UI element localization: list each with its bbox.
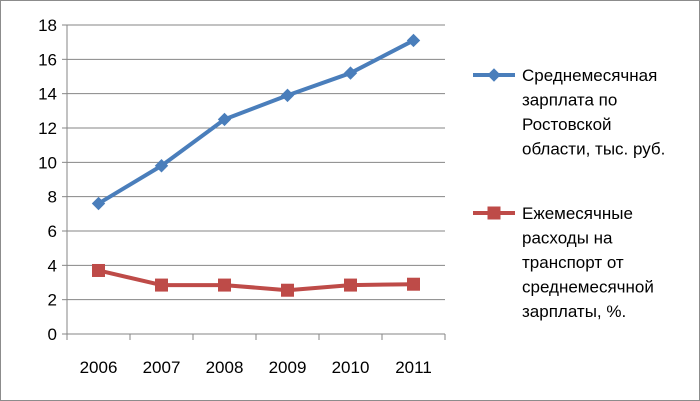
y-axis-tick-labels: 0 2 4 6 8 10 12 14 16 18 xyxy=(38,16,57,344)
data-point xyxy=(344,278,357,292)
data-point xyxy=(280,88,295,103)
series-2 xyxy=(92,263,420,297)
series-1 xyxy=(91,33,421,211)
y-tick-label: 10 xyxy=(38,153,57,172)
legend-label: Ежемесячные xyxy=(522,204,633,223)
y-tick-label: 6 xyxy=(48,222,57,241)
data-point xyxy=(92,263,105,277)
axes xyxy=(62,24,446,340)
legend-label: среднемесячной xyxy=(522,278,654,297)
legend-entry-1: Среднемесячная зарплата по Ростовской облас… xyxy=(473,66,665,159)
data-point xyxy=(281,283,294,297)
series-line xyxy=(96,38,416,206)
y-tick-label: 18 xyxy=(38,16,57,35)
series xyxy=(91,33,421,297)
y-tick-label: 4 xyxy=(48,256,57,275)
gridlines xyxy=(67,24,445,301)
data-point xyxy=(217,112,232,127)
x-tick-label: 2011 xyxy=(395,358,432,377)
legend-label: области, тыс. руб. xyxy=(522,140,665,159)
data-point xyxy=(155,278,168,292)
data-point xyxy=(154,159,169,173)
series-line xyxy=(96,268,416,293)
legend-label: Среднемесячная xyxy=(522,66,657,85)
x-tick-label: 2007 xyxy=(143,358,181,377)
legend-marker xyxy=(487,206,501,220)
y-tick-label: 2 xyxy=(48,291,57,310)
x-tick-label: 2006 xyxy=(80,358,118,377)
legend-label: Ростовской xyxy=(522,115,612,134)
y-tick-label: 16 xyxy=(38,50,57,69)
y-tick-label: 14 xyxy=(38,85,57,104)
data-point xyxy=(343,66,358,80)
legend-label: расходы на xyxy=(522,229,613,248)
legend-label: зарплаты, %. xyxy=(522,302,626,321)
legend-marker xyxy=(487,68,501,82)
y-tick-label: 12 xyxy=(38,119,57,138)
x-tick-label: 2009 xyxy=(269,358,307,377)
data-point xyxy=(91,196,106,211)
x-tick-label: 2010 xyxy=(332,358,370,377)
legend: Среднемесячная зарплата по Ростовской облас… xyxy=(473,66,665,321)
legend-label: транспорт от xyxy=(522,253,624,272)
y-tick-label: 0 xyxy=(48,325,57,344)
x-axis-tick-labels: 2006 2007 2008 2009 2010 2011 xyxy=(80,358,432,377)
legend-label: зарплата по xyxy=(522,91,617,110)
y-tick-label: 8 xyxy=(48,188,57,207)
data-point xyxy=(218,278,231,292)
x-tick-label: 2008 xyxy=(206,358,244,377)
data-point xyxy=(407,277,420,291)
data-point xyxy=(406,33,421,48)
legend-entry-2: Ежемесячные расходы на транспорт от среднем… xyxy=(473,204,654,321)
